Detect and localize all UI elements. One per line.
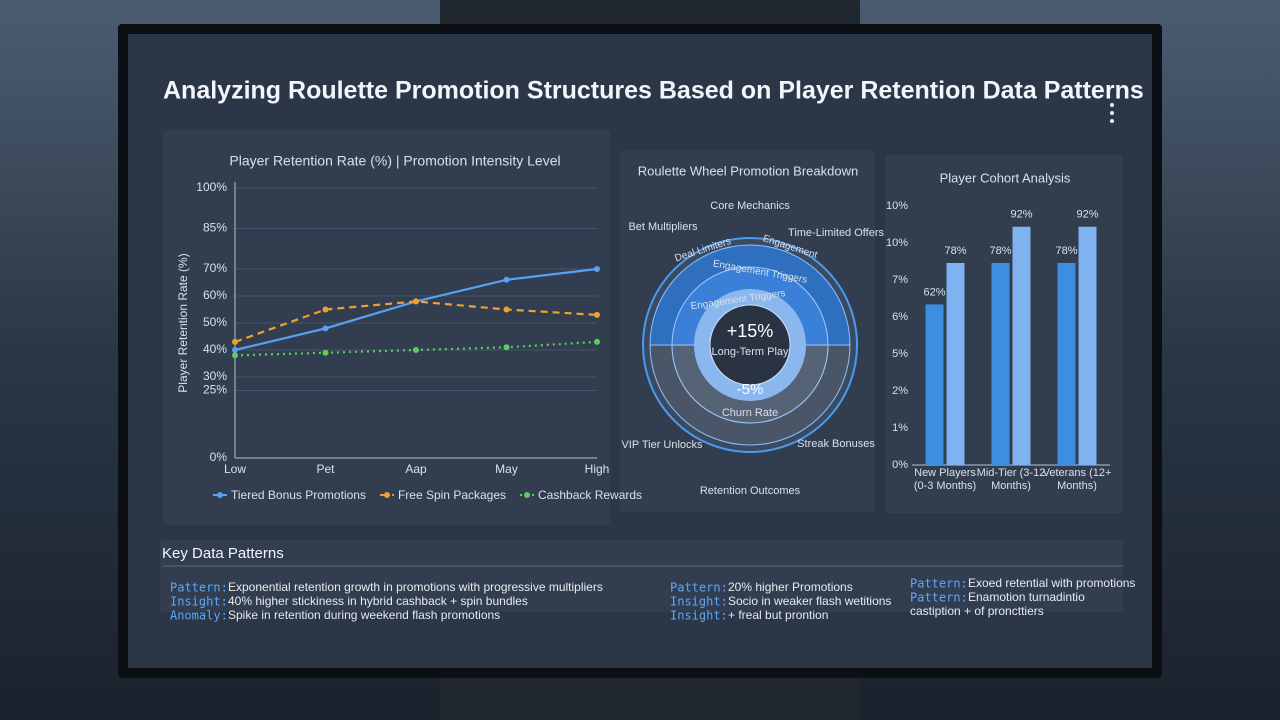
lower-value: -5% <box>737 381 764 398</box>
pattern-key: Insight: <box>670 609 728 623</box>
data-point <box>413 347 419 353</box>
outer-label: Core Mechanics <box>710 200 790 212</box>
legend-label: Tiered Bonus Promotions <box>231 488 366 502</box>
y-tick-label: 25% <box>203 383 227 397</box>
legend-marker <box>217 492 223 498</box>
pattern-key: Pattern: <box>170 581 228 595</box>
chart-title: Player Retention Rate (%) | Promotion In… <box>229 153 560 169</box>
y-tick-label: 50% <box>203 315 227 329</box>
pattern-text: Exponential retention growth in promotio… <box>228 580 603 594</box>
pattern-key: Anomaly: <box>170 609 228 623</box>
x-tick-label-box: Veterans (12+ Months) <box>1042 467 1112 492</box>
chart-title: Player Cohort Analysis <box>940 170 1071 185</box>
bar <box>1057 262 1076 465</box>
y-tick-label: 10% <box>886 200 908 212</box>
outer-label: Streak Bonuses <box>797 438 875 450</box>
outer-label: VIP Tier Unlocks <box>621 439 703 451</box>
wheel-title: Roulette Wheel Promotion Breakdown <box>638 163 858 178</box>
bar-value-label: 62% <box>923 286 945 298</box>
pattern-text: 40% higher stickiness in hybrid cashback… <box>228 594 528 608</box>
x-tick-label: Mid-Tier (3-12 Months) <box>976 467 1046 492</box>
pattern-text: Exoed retential with promotions <box>968 576 1135 590</box>
pattern-key: Pattern: <box>670 581 728 595</box>
data-point <box>594 266 600 272</box>
y-tick-label: 5% <box>892 348 908 360</box>
data-point <box>232 338 238 345</box>
y-tick-label: 30% <box>203 369 227 383</box>
outer-label: Bet Multipliers <box>628 221 698 233</box>
legend-label: Free Spin Packages <box>398 488 506 502</box>
legend-label: Cashback Rewards <box>538 488 642 502</box>
y-tick-label: 6% <box>892 311 908 323</box>
legend-marker <box>383 492 390 498</box>
legend-marker <box>524 492 531 498</box>
bar <box>1012 226 1031 465</box>
x-tick-label: May <box>495 462 518 476</box>
menu-button[interactable] <box>1110 103 1114 123</box>
bar <box>1078 226 1097 465</box>
x-tick-label: Aap <box>405 462 427 476</box>
wheel-core <box>709 304 791 386</box>
y-axis-label: Player Retention Rate (%) <box>176 253 190 392</box>
patterns-title: Key Data Patterns <box>162 545 284 562</box>
bar-value-label: 78% <box>944 245 966 257</box>
x-tick-label-box: Mid-Tier (3-12 Months) <box>976 467 1046 492</box>
pattern-text: castiption + of proncttiers <box>910 604 1044 618</box>
y-tick-label: 100% <box>196 180 227 194</box>
center-value: +15% <box>727 321 774 341</box>
bar <box>946 262 965 465</box>
pattern-key: Pattern: <box>910 577 968 591</box>
wheel-footer: Retention Outcomes <box>700 485 801 497</box>
y-tick-label: 0% <box>210 450 228 464</box>
data-point <box>322 325 329 332</box>
y-tick-label: 60% <box>203 288 227 302</box>
x-tick-label: Low <box>224 462 246 476</box>
pattern-text: Enamotion turnadintio <box>968 590 1085 604</box>
pattern-text: Spike in retention during weekend flash … <box>228 608 500 622</box>
bar-value-label: 78% <box>989 245 1011 257</box>
y-tick-label: 10% <box>886 237 908 249</box>
pattern-text: Socio in weaker flash wetitions <box>728 594 891 608</box>
data-point <box>413 298 419 305</box>
x-tick-label: Veterans (12+ Months) <box>1042 467 1112 492</box>
y-tick-label: 0% <box>892 459 908 471</box>
pattern-key: Insight: <box>170 595 228 609</box>
data-point <box>594 311 600 318</box>
y-tick-label: 85% <box>203 221 227 235</box>
patterns-card <box>160 540 1123 612</box>
y-tick-label: 70% <box>203 261 227 275</box>
data-point <box>232 352 238 359</box>
lower-label: Churn Rate <box>722 407 778 419</box>
bar <box>991 262 1010 465</box>
bar-value-label: 92% <box>1076 209 1098 221</box>
page-title: Analyzing Roulette Promotion Structures … <box>163 77 1144 105</box>
data-point <box>322 306 329 313</box>
pattern-text: + freal but prontion <box>728 608 828 622</box>
bar-value-label: 92% <box>1010 209 1032 221</box>
data-point <box>322 349 329 356</box>
y-tick-label: 7% <box>892 274 908 286</box>
data-point <box>503 276 510 283</box>
y-tick-label: 1% <box>892 422 908 434</box>
data-point <box>503 306 510 313</box>
y-tick-label: 40% <box>203 342 227 356</box>
center-label: Long-Term Play <box>711 346 789 358</box>
pattern-key: Insight: <box>670 595 728 609</box>
pattern-key: Pattern: <box>910 591 968 605</box>
x-tick-label: High <box>585 462 610 476</box>
bar-value-label: 78% <box>1055 245 1077 257</box>
x-tick-label: Pet <box>316 462 335 476</box>
data-point <box>503 344 510 351</box>
outer-label: Time-Limited Offers <box>788 227 884 239</box>
data-point <box>232 347 238 353</box>
data-point <box>594 338 600 345</box>
x-tick-label-box: New Players (0-3 Months) <box>913 467 977 492</box>
x-tick-label: New Players (0-3 Months) <box>913 467 977 492</box>
y-tick-label: 2% <box>892 385 908 397</box>
bar <box>925 304 944 465</box>
pattern-text: 20% higher Promotions <box>728 580 853 594</box>
